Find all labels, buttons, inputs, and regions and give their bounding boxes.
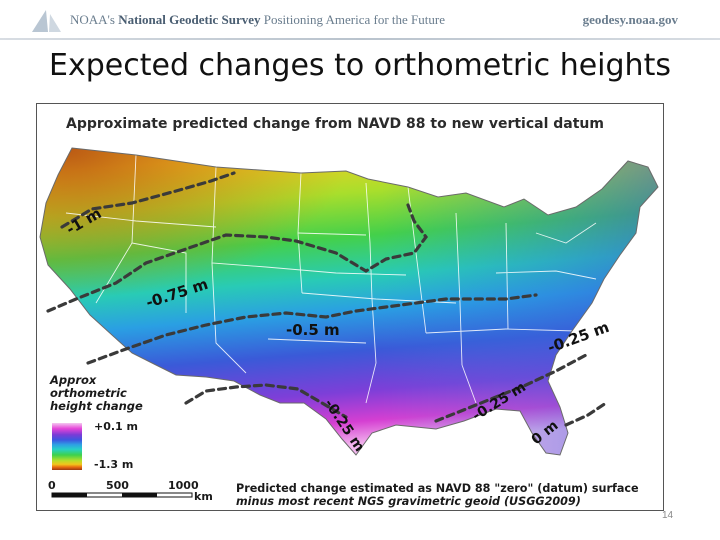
legend-color-ramp (52, 423, 82, 470)
header-organization: NOAA's National Geodetic Survey Position… (70, 12, 445, 28)
legend-min-label: -1.3 m (94, 458, 134, 471)
header-website: geodesy.noaa.gov (582, 12, 678, 27)
legend-title-line: height change (50, 399, 143, 413)
page-number: 14 (662, 510, 674, 521)
slide-title: Expected changes to orthometric heights (49, 48, 671, 83)
header-agency: NOAA's (70, 12, 115, 27)
height-change-map: -1 m -0.75 m -0.5 m -0.25 m -0.25 m -0.2… (39, 147, 659, 498)
header-divider (0, 38, 720, 40)
map-caption: Approximate predicted change from NAVD 8… (66, 116, 604, 132)
noaa-sail-logo-icon (32, 10, 61, 32)
scale-tick-label: 0 (48, 479, 56, 492)
contour-label-minus-0-5: -0.5 m (286, 321, 340, 339)
header-tagline: Positioning America for the Future (263, 12, 445, 27)
legend-title-line: Approx (50, 373, 97, 387)
map-note-line: Predicted change estimated as NAVD 88 "z… (236, 482, 639, 495)
scale-bar (51, 492, 193, 498)
legend-title-line: orthometric (50, 386, 127, 400)
scale-unit: km (194, 490, 213, 503)
slide-header: NOAA's National Geodetic Survey Position… (0, 0, 720, 40)
legend-title: Approx orthometric height change (50, 374, 160, 413)
legend-max-label: +0.1 m (94, 420, 138, 433)
scale-tick-label: 1000 (168, 479, 199, 492)
header-survey-name: National Geodetic Survey (118, 12, 261, 27)
map-note-line: minus most recent NGS gravimetric geoid … (236, 495, 581, 508)
scale-tick-label: 500 (106, 479, 129, 492)
map-note: Predicted change estimated as NAVD 88 "z… (236, 482, 656, 508)
